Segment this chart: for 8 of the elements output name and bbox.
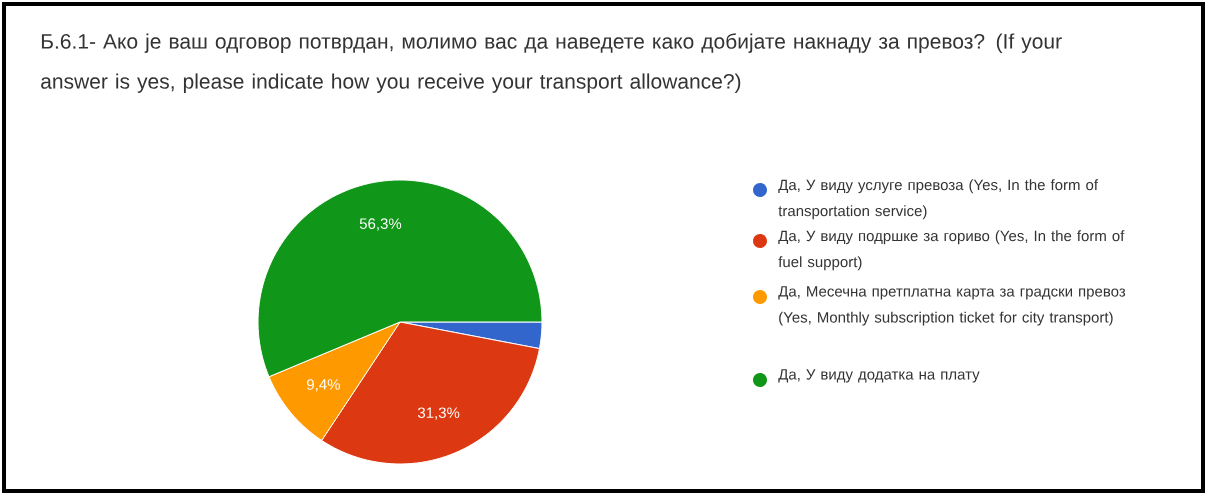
chart-title: Б.6.1- Ако је ваш одговор потврдан, молимо вас да наведете како добијате накнаду за превоз? (If your answer is yes, please indicate how you receive your transport allowance?) [41, 33, 1062, 93]
data-label: 56,3% [359, 218, 402, 231]
data-label: 9,4% [307, 379, 340, 392]
legend-label: Да, У виду подршке за гориво (Yes, In the form of fuel support) [778, 230, 1125, 271]
data-label: 31,3% [417, 407, 460, 420]
legend-label: Да, У виду додатка на плату [778, 369, 980, 383]
legend-label: Да, У виду услуге превоза (Yes, In the form of transportation service) [778, 179, 1099, 220]
legend-label: Да, Месечна претплатна карта за градски превоз (Yes, Monthly subscription ticket for city transport) [778, 286, 1126, 326]
